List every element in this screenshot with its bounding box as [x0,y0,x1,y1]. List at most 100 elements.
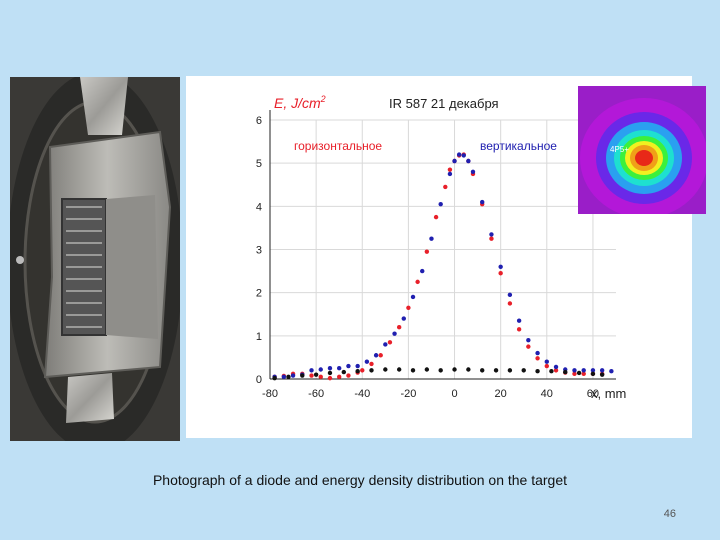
series-0-point [544,363,549,369]
beam-profile-image: 4P5+ [578,86,706,214]
series-1-point [364,359,370,364]
energy-density-chart: -80 -60 -40 -20 0 20 40 60 0 1 2 3 4 5 6 IR 587 21 дек… [186,76,692,438]
series-0-point [327,375,333,381]
series-2-point [599,372,605,377]
series-1-point [609,369,614,374]
series-2-point [590,371,596,377]
series-2-point [272,375,277,381]
series-1-point [318,367,323,372]
series-0-point [415,279,420,285]
series-2-point [563,369,568,375]
series-1-point [392,331,397,336]
series-1-point [590,368,596,373]
top-tab [80,77,128,135]
series-0-point [318,374,323,380]
chart-title: IR 587 21 декабря [389,96,499,111]
series-2-point [313,372,319,377]
series-2-point [369,368,374,373]
series-1-point [438,201,443,207]
x-axis-label: x, mm [591,386,626,401]
series-0-point [360,368,365,373]
series-1-point [456,152,462,157]
series-2-point [493,368,499,373]
diode-photo [10,77,180,441]
series-0-point [498,271,503,276]
y-tick-label: 5 [256,158,262,170]
series-2-point [549,369,554,374]
series-1-point [480,199,485,205]
series-2-point [452,367,457,372]
y-tick-label: 0 [256,374,262,386]
series-2-point [424,367,430,372]
series-1-point [544,359,549,364]
series-0-point [396,325,402,330]
x-tick-label: 40 [541,388,553,400]
series-1-point [461,153,466,158]
series-0-point [424,249,430,254]
series-1-point [498,264,503,269]
series-0-point [309,373,314,378]
series-1-point [327,366,333,371]
series-2-point [327,370,333,376]
y-tick-label: 2 [256,288,262,300]
y-tick-label: 6 [256,115,262,127]
series-2-point [300,373,305,378]
series-0-point [406,305,411,310]
series-1-point [452,158,457,164]
x-tick-label: 60 [587,388,599,400]
series-1-point [470,169,476,174]
inset-label: 4P5+ [610,145,629,154]
series-1-point [535,350,540,356]
series-0-point [369,361,374,367]
y-tick-label: 1 [256,331,262,343]
series-2-point [480,368,485,373]
series-1-point [572,368,577,373]
series-0-point [516,327,522,332]
x-tick-label: -20 [400,388,416,400]
series-0-point [507,301,513,306]
series-1-point [420,268,425,274]
series-2-point [396,367,402,372]
series-0-point [489,236,494,241]
series-0-point [443,184,448,190]
series-1-point [553,364,559,370]
series-0-point [433,214,439,220]
series-2-point [355,369,360,374]
series-2-point [466,367,471,372]
page-number: 46 [663,508,676,520]
series-2-point [535,369,540,374]
x-tick-label: -80 [262,388,278,400]
series-0-point [535,356,540,361]
series-0-point [337,374,342,380]
series-1-point [309,368,314,373]
series-0-point [572,371,577,377]
series-1-point [447,171,453,177]
series-1-point [489,232,494,237]
series-1-point [337,366,342,371]
x-tick-label: -60 [308,388,324,400]
series-0-point [581,371,586,377]
series-2-point [383,367,388,372]
series-1-point [466,158,471,164]
x-tick-label: -40 [354,388,370,400]
y-tick-label: 3 [256,245,262,257]
series-2-point [576,370,582,376]
bolt [16,256,24,264]
series-1-point [346,363,351,369]
legend-horizontal: горизонтальное [294,139,382,153]
series-1-point [410,294,416,300]
series-1-point [373,353,379,358]
series-0-point [346,373,351,378]
series-0-point [553,368,559,373]
series-0-point [447,167,453,172]
chart-canvas: -80 -60 -40 -20 0 20 40 60 0 1 2 3 4 5 6 IR 587 21 дек… [256,94,627,401]
y-axis-label: E, J/cm2 [274,94,326,111]
series-2-point [507,368,513,373]
y-tick-label: 4 [256,201,262,213]
diode-photo-drawing [10,77,180,441]
series-0-point [387,340,393,345]
series-2-point [410,368,416,373]
series-1-point [355,363,360,369]
series-1-point [429,236,434,241]
bottom-tab [66,373,114,423]
